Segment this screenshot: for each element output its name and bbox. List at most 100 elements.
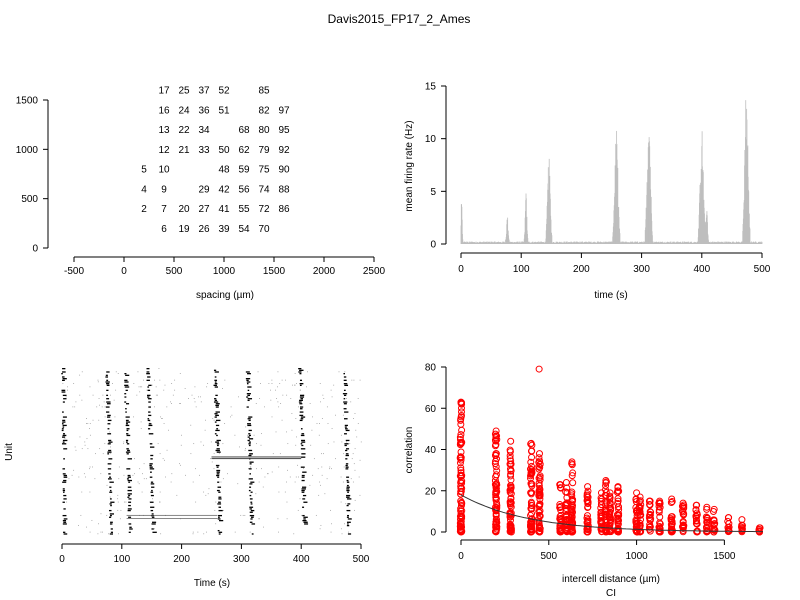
x-tick-label: -500 [64,266,84,277]
spike [249,438,254,440]
spike [346,489,350,492]
spike [61,391,66,393]
spike [295,418,297,419]
correlation-point [710,521,718,529]
spike [300,443,303,445]
correlation-point [457,502,465,510]
electrode-label: 41 [218,204,230,215]
spike [188,398,189,399]
spike [319,481,321,483]
correlation-point [507,467,515,475]
correlation-point [457,469,465,477]
spike [343,403,347,405]
spike [86,423,87,425]
x-axis-title: spacing (µm) [196,290,254,301]
spike [300,408,303,410]
spike [240,514,242,516]
spike [146,379,150,381]
spike [302,498,306,500]
spike [150,509,154,512]
correlation-point [527,467,535,475]
spike [218,506,221,508]
correlation-point [605,513,613,521]
spike [147,376,151,378]
correlation-point [646,497,654,505]
x-tick-label: 0 [458,551,464,562]
spike [262,486,264,488]
correlation-point [583,528,591,536]
electrode-label: 27 [198,204,210,215]
electrode-label: 39 [218,224,230,235]
spike [106,394,109,397]
spike [107,451,112,453]
spike [127,509,131,512]
spike [62,514,67,517]
spike [215,429,220,432]
spike [359,379,361,381]
spike [278,531,279,533]
spike [109,498,112,500]
electrode-label: 72 [258,204,270,215]
spike [134,458,135,460]
spike [92,466,93,468]
spike [215,441,219,443]
spike [160,416,162,418]
correlation-point [492,515,500,523]
spike [74,446,76,448]
spike [110,528,113,530]
spike [64,438,66,440]
spike [343,401,348,403]
correlation-point [667,499,675,507]
electrode-label: 5 [141,165,147,176]
spike [351,379,353,381]
spike [109,476,112,478]
spike [127,496,130,498]
spike [62,424,67,427]
raster-spikes [61,368,362,535]
x-tick-label: 300 [233,554,250,565]
spike [354,469,356,471]
correlation-panel: 0 500 1000 1500 0 20 40 60 80 intercell distance … [404,363,764,599]
spike [127,474,131,477]
spike [335,458,336,460]
spike [62,411,64,413]
spike [217,503,222,505]
electrode-label: 26 [198,224,210,235]
spike [277,371,279,373]
spike [300,434,302,436]
spike [146,368,150,370]
correlation-point [710,505,718,513]
spike [255,403,257,404]
spike [91,519,93,521]
electrode-label: 74 [258,184,270,195]
spike [174,379,176,381]
spike [62,531,66,533]
spike [246,393,251,395]
y-tick-label: 1000 [16,145,39,156]
spike [216,489,220,492]
spike [62,439,68,442]
correlation-point [492,427,500,435]
spike [307,371,308,373]
spike [62,434,67,437]
correlation-point [615,511,623,519]
electrode-label: 90 [278,165,290,176]
correlation-point [737,523,745,531]
correlation-point [602,482,610,490]
spike [106,383,110,385]
spike [165,476,166,478]
spike [118,533,119,535]
spike [271,416,273,418]
spike [147,418,150,420]
correlation-point [668,513,676,521]
spike [249,466,251,468]
spike [127,493,132,495]
spike [110,453,112,455]
spike [128,501,132,503]
correlation-point [656,523,664,531]
spike [298,406,299,408]
correlation-point [492,473,500,481]
spike [299,373,302,375]
raster-panel: 0 100 200 300 400 500 Time (s) Unit [4,368,370,589]
spike [294,373,296,374]
